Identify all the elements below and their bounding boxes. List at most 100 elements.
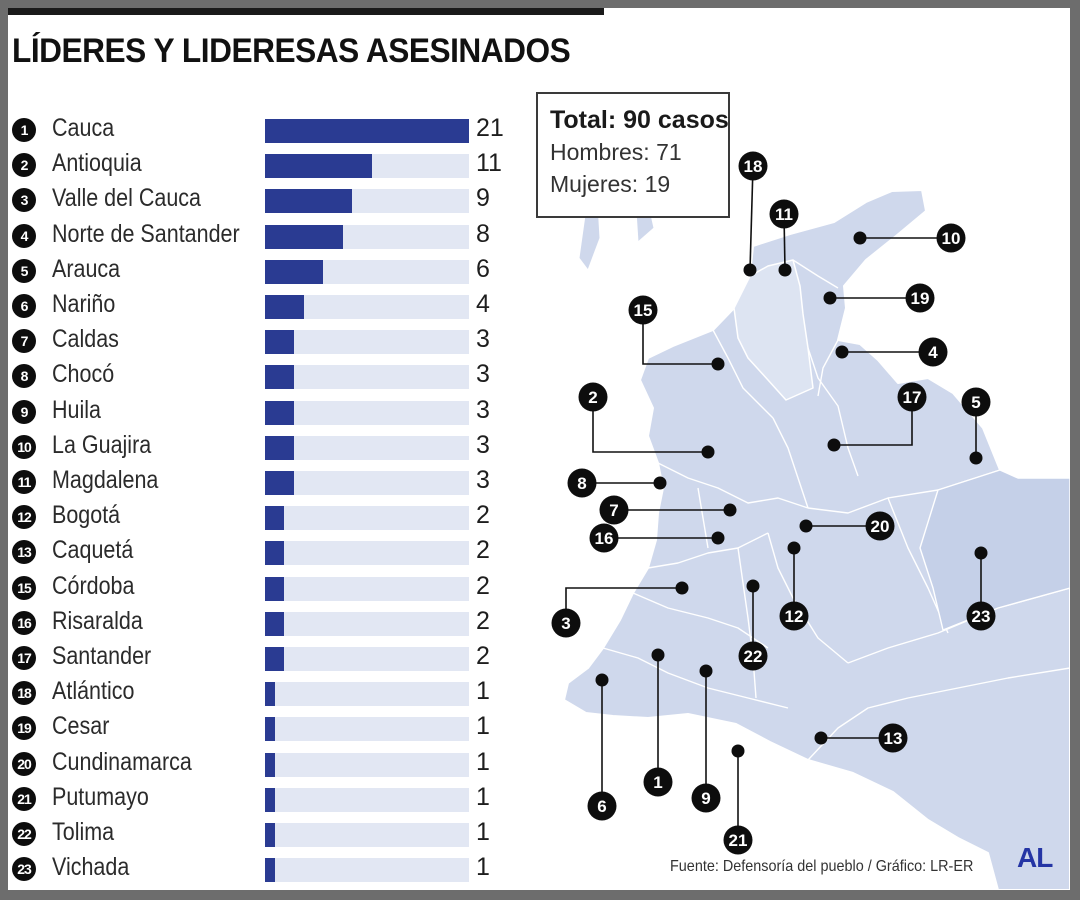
marker-badge [587, 791, 617, 821]
bar-row: 23 Vichada 1 [8, 851, 528, 886]
department-border [807, 667, 1070, 761]
department-shape [919, 469, 1070, 631]
value-label: 9 [476, 184, 490, 213]
brand-logo: AL [1017, 842, 1053, 873]
marker-leader-line [592, 397, 708, 453]
bar-row: 16 Risaralda 2 [8, 605, 528, 640]
category-label: Santander [52, 642, 152, 670]
marker-badge [936, 223, 966, 253]
department-border [792, 259, 839, 289]
rank-badge: 1 [12, 118, 36, 142]
marker-badge [643, 767, 673, 797]
bar-row: 5 Arauca 6 [8, 253, 528, 288]
marker-label: 2 [588, 388, 597, 407]
bar-row: 18 Atlántico 1 [8, 675, 528, 710]
map-marker: 4 [835, 337, 948, 367]
marker-dot [699, 664, 713, 678]
value-label: 2 [476, 606, 490, 635]
marker-badge [551, 608, 581, 638]
department-border [807, 347, 859, 477]
bar-track [265, 823, 469, 847]
marker-dot [787, 541, 801, 555]
category-label: Vichada [52, 853, 130, 882]
bar-track [265, 435, 469, 460]
map-marker: 16 [589, 523, 725, 553]
bar [265, 365, 295, 390]
value-label: 2 [476, 501, 490, 530]
bar-row: 19 Cesar 1 [8, 710, 528, 745]
value-label: 8 [476, 219, 490, 248]
infographic: LÍDERES Y LIDERESAS ASESINADOS 1 Cauca 21 2… [8, 8, 1070, 890]
bar-track [265, 224, 469, 249]
marker-label: 16 [595, 529, 614, 548]
marker-badge [691, 783, 721, 813]
category-label: Tolima [52, 818, 115, 846]
rank-badge: 12 [12, 505, 36, 530]
marker-badge [897, 382, 927, 412]
value-label: 2 [476, 571, 490, 600]
rank-badge: 2 [12, 153, 36, 178]
bar-track [265, 541, 469, 566]
bar-track [265, 119, 469, 143]
bar [265, 400, 295, 425]
bar [265, 858, 275, 883]
value-label: 1 [476, 677, 490, 706]
marker-badge [578, 382, 608, 412]
category-label: Cauca [52, 114, 115, 142]
map-marker: 1 [643, 648, 673, 797]
value-label: 1 [476, 853, 490, 882]
rank-badge: 20 [12, 751, 36, 776]
map-marker: 20 [799, 511, 895, 541]
marker-label: 6 [597, 797, 606, 816]
value-label: 11 [476, 149, 502, 178]
marker-label: 11 [775, 205, 793, 224]
bar-row: 3 Valle del Cauca 9 [8, 182, 528, 217]
marker-dot [746, 579, 760, 593]
category-label: Valle del Cauca [52, 184, 202, 213]
bar-track [265, 330, 469, 355]
bar-row: 22 Tolima 1 [8, 816, 528, 851]
map-marker: 15 [628, 295, 725, 371]
bar [265, 259, 324, 284]
map-marker: 23 [966, 546, 996, 631]
map-marker: 6 [587, 673, 617, 821]
bar-row: 20 Cundinamarca 1 [8, 746, 528, 781]
marker-label: 20 [871, 517, 890, 536]
marker-badge [865, 511, 895, 541]
bar [265, 295, 304, 319]
map-marker: 2 [578, 382, 715, 459]
map-marker: 17 [827, 382, 927, 452]
marker-badge [905, 283, 935, 313]
marker-label: 23 [972, 607, 991, 626]
category-label: Magdalena [52, 466, 159, 494]
bar-track [265, 189, 469, 214]
bar-track [265, 647, 469, 671]
source-credit: Fuente: Defensoría del pueblo / Gráfico:… [670, 858, 974, 875]
map-marker: 18 [738, 151, 768, 277]
category-label: Atlántico [52, 677, 135, 706]
bar-row: 17 Santander 2 [8, 640, 528, 675]
country-shape [563, 189, 1070, 890]
marker-dot [711, 357, 725, 371]
marker-dot [799, 519, 813, 533]
bar-row: 9 Huila 3 [8, 394, 528, 429]
category-label: Cesar [52, 712, 110, 741]
department-border [647, 532, 769, 569]
marker-dot [835, 345, 849, 359]
rank-badge: 7 [12, 329, 36, 354]
bar [265, 330, 295, 355]
marker-badge [567, 468, 597, 498]
bar [265, 752, 275, 777]
marker-dot [675, 581, 689, 595]
marker-dot [653, 476, 667, 490]
rank-badge: 22 [12, 822, 36, 846]
rank-badge: 21 [12, 786, 36, 811]
marker-dot [731, 744, 745, 758]
value-label: 3 [476, 325, 490, 354]
rank-badge: 19 [12, 716, 36, 741]
marker-label: 13 [884, 729, 903, 748]
rank-badge: 23 [12, 857, 36, 882]
map-marker: 8 [567, 468, 667, 498]
top-rule [8, 8, 604, 15]
